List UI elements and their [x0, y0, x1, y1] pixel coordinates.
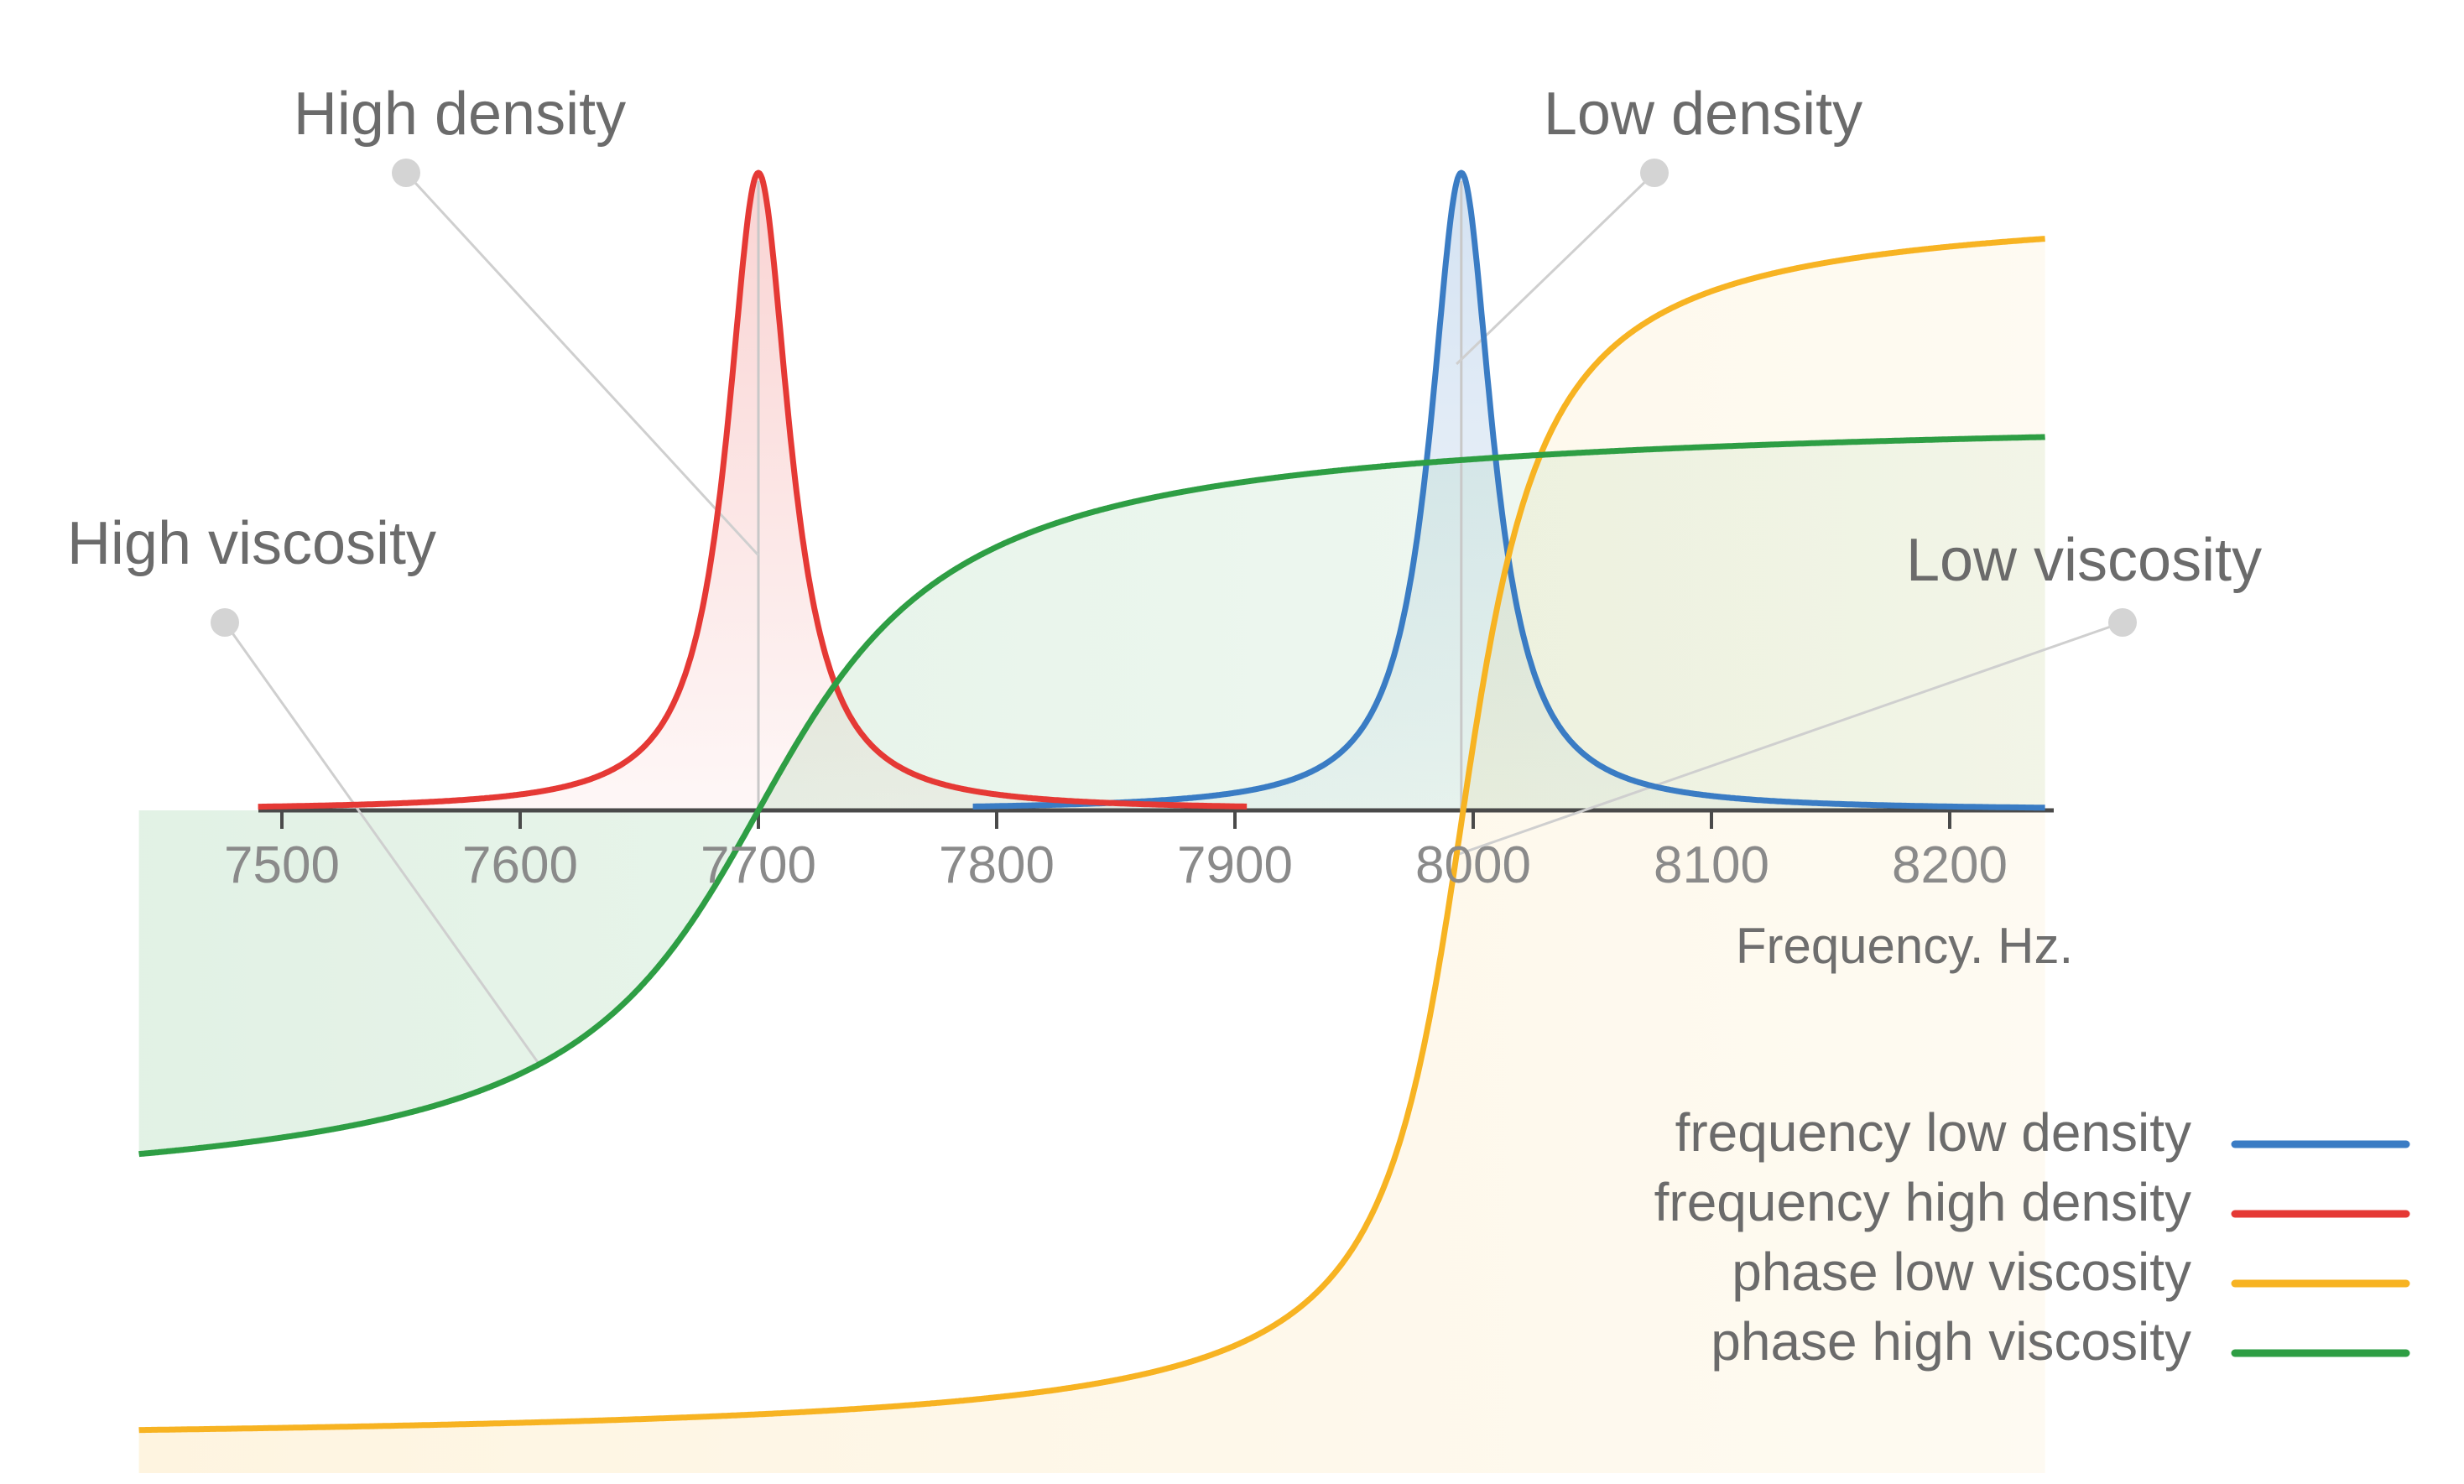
legend-label-3: phase high viscosity — [1711, 1311, 2191, 1372]
series-area-frequency-high-density — [258, 173, 1248, 810]
annotation-label-2: High viscosity — [67, 510, 436, 577]
annotation-dot-3 — [2108, 608, 2137, 637]
legend-label-1: frequency high density — [1654, 1172, 2191, 1232]
annotation-leader-0 — [404, 171, 760, 557]
series-area-phase-high-viscosity — [138, 436, 2045, 1154]
series-line-phase-low-viscosity — [137, 236, 2047, 1434]
annotation-label-1: Low density — [1544, 81, 1862, 148]
annotation-dot-1 — [1640, 159, 1669, 187]
annotation-label-3: Low viscosity — [1906, 527, 2262, 594]
x-axis-title: Frequency. Hz. — [1736, 918, 2073, 974]
x-tick-label-8200: 8200 — [1892, 836, 2008, 894]
annotation-leader-3 — [1456, 621, 2123, 857]
x-tick-label-8000: 8000 — [1415, 836, 1531, 894]
x-tick-label-7900: 7900 — [1177, 836, 1293, 894]
series-line-phase-high-viscosity — [137, 434, 2047, 1158]
legend-label-2: phase low viscosity — [1732, 1242, 2191, 1302]
annotation-label-0: High density — [294, 81, 626, 148]
legend-label-0: frequency low density — [1675, 1102, 2191, 1163]
annotation-dot-0 — [392, 159, 420, 187]
annotation-dot-2 — [211, 608, 239, 637]
annotation-leader-2 — [223, 622, 540, 1065]
x-tick-label-7800: 7800 — [939, 836, 1055, 894]
x-tick-label-7700: 7700 — [701, 836, 816, 894]
series-line-frequency-high-density — [256, 169, 1249, 810]
x-tick-label-7600: 7600 — [462, 836, 578, 894]
x-tick-label-7500: 7500 — [224, 836, 340, 894]
x-tick-label-8100: 8100 — [1654, 836, 1769, 894]
annotation-leader-1 — [1456, 171, 1656, 366]
